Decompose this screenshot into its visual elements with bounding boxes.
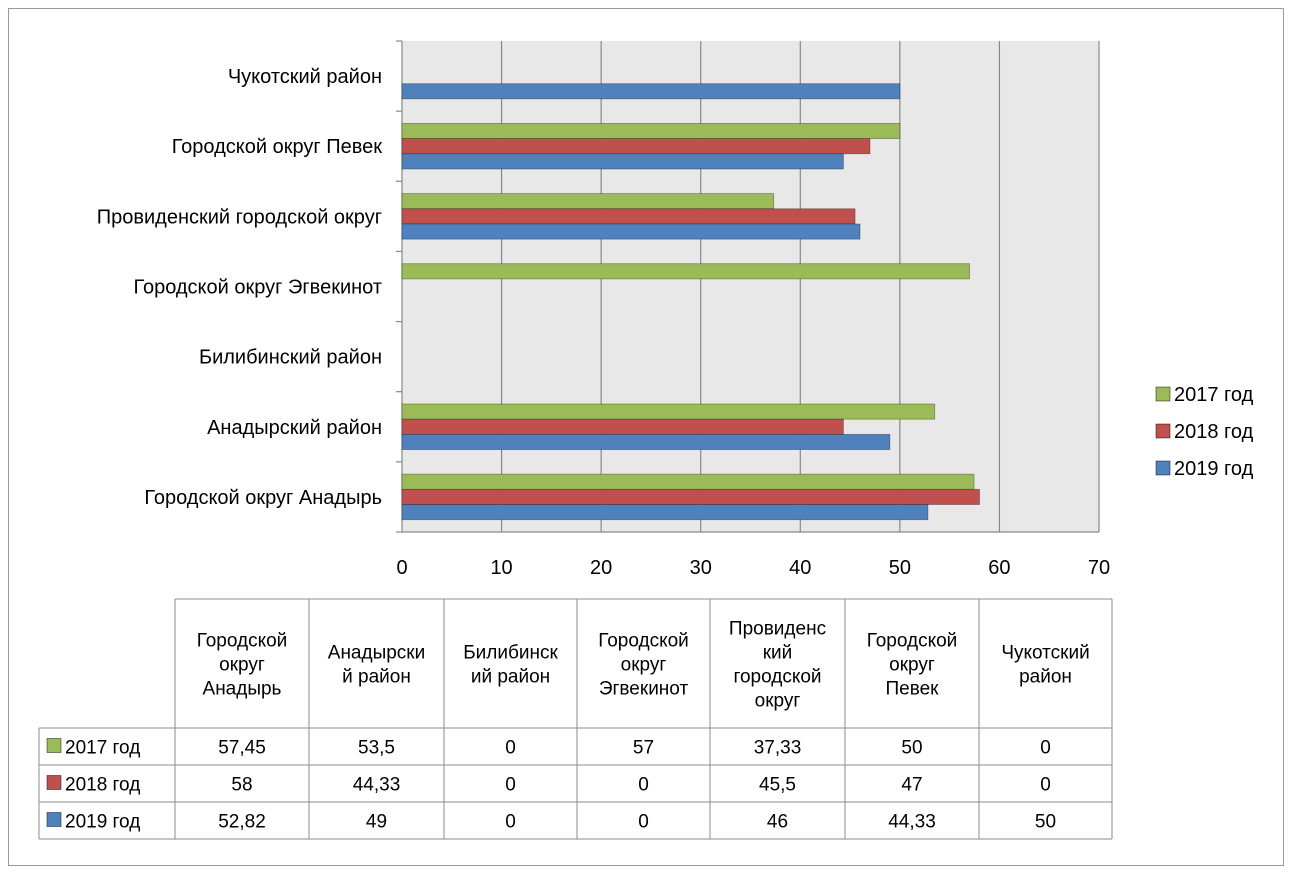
table-legend-swatch-2018-год xyxy=(46,775,62,790)
bar-2018-год-провиденский-городской-округ xyxy=(401,208,856,225)
table-header-text: городской xyxy=(733,667,821,688)
table-header-text: Певек xyxy=(886,679,940,700)
table-cell: 53,5 xyxy=(358,738,395,759)
table-cell: 44,33 xyxy=(888,812,936,833)
table-header-text: Городской xyxy=(867,631,958,652)
bar-2017-год-городской-округ-певек xyxy=(401,123,901,140)
table-cell: 0 xyxy=(638,812,649,833)
bar-2017-год-городской-округ-анадырь xyxy=(401,473,975,490)
bar-2017-год-провиденский-городской-округ xyxy=(401,193,775,210)
table-row-label: 2019 год xyxy=(65,812,140,833)
category-label: Провиденский городской округ xyxy=(97,206,382,228)
table-cell: 0 xyxy=(505,738,516,759)
table-cell: 0 xyxy=(505,775,516,796)
table-legend-swatch-2017-год xyxy=(46,738,62,753)
legend-swatch-2019-год xyxy=(1155,460,1171,476)
bar-2018-год-анадырский-район xyxy=(401,418,844,435)
bar-2019-год-анадырский-район xyxy=(401,433,891,450)
table-header-text: Билибинск xyxy=(463,643,558,664)
table-header-text: й район xyxy=(342,667,411,688)
table-header-text: район xyxy=(1019,667,1072,688)
table-row-label: 2018 год xyxy=(65,775,140,796)
chart-frame: Городской округ Анадырь Анадырский район Б… xyxy=(8,8,1284,866)
x-tick-label: 50 xyxy=(889,557,911,579)
category-label: Анадырский район xyxy=(207,417,382,439)
table-legend-swatch-2019-год xyxy=(46,812,62,827)
legend-label: 2019 год xyxy=(1174,458,1254,480)
table-header-text: Эгвекинот xyxy=(599,679,689,700)
table-header-text: Анадырски xyxy=(328,643,425,664)
bar-2019-год-чукотский-район xyxy=(401,83,901,100)
table-cell: 52,82 xyxy=(218,812,266,833)
bar-2019-год-провиденский-городской-округ xyxy=(401,223,861,240)
table-cell: 0 xyxy=(1040,775,1051,796)
category-label: Городской округ Эгвекинот xyxy=(133,277,382,299)
category-labels: Городской округ Анадырь Анадырский район Б… xyxy=(97,66,383,509)
table-cell: 0 xyxy=(505,812,516,833)
category-label: Городской округ Певек xyxy=(172,136,383,158)
table-header-text: округ xyxy=(889,655,935,676)
legend-label: 2018 год xyxy=(1174,421,1254,443)
table-row-label: 2017 год xyxy=(65,738,140,759)
x-tick-label: 70 xyxy=(1088,557,1110,579)
table-header-text: кий xyxy=(763,643,793,664)
table-cell: 58 xyxy=(231,775,252,796)
bar-2018-год-городской-округ-анадырь xyxy=(401,488,980,505)
plot-area xyxy=(396,40,1100,533)
table-cell: 57,45 xyxy=(218,738,266,759)
table-cell: 37,33 xyxy=(754,738,802,759)
table-header-text: округ xyxy=(621,655,667,676)
x-tick-label: 30 xyxy=(690,557,712,579)
x-tick-label: 40 xyxy=(789,557,811,579)
table-cell: 50 xyxy=(901,738,922,759)
table-header-text: Городской xyxy=(197,631,288,652)
table-cell: 50 xyxy=(1035,812,1056,833)
table-header-text: Провиденс xyxy=(729,619,826,640)
x-tick-label: 60 xyxy=(988,557,1010,579)
category-label: Городской округ Анадырь xyxy=(144,487,382,509)
table-header-text: ий район xyxy=(471,667,550,688)
bar-2018-год-городской-округ-певек xyxy=(401,138,871,155)
x-tick-label: 20 xyxy=(590,557,612,579)
x-axis-ticks: 0 10 20 30 40 50 60 70 xyxy=(396,557,1110,579)
legend-swatch-2018-год xyxy=(1155,423,1171,439)
table-header-text: округ xyxy=(755,691,801,712)
table-cell: 0 xyxy=(638,775,649,796)
table-cell: 49 xyxy=(366,812,387,833)
category-label: Чукотский район xyxy=(228,66,382,88)
x-tick-label: 10 xyxy=(490,557,512,579)
table-cell: 44,33 xyxy=(353,775,401,796)
table-cell: 0 xyxy=(1040,738,1051,759)
table-header-text: Городской xyxy=(598,631,689,652)
table-header-text: Анадырь xyxy=(203,679,282,700)
bar-2017-год-городской-округ-эгвекинот xyxy=(401,263,970,280)
bar-2019-год-городской-округ-анадырь xyxy=(401,504,929,521)
data-table: Городской округ Анадырь Анадырски й район Бил… xyxy=(38,598,1113,840)
legend: 2017 год 2018 год 2019 год xyxy=(1155,384,1254,480)
bar-2017-год-анадырский-район xyxy=(401,403,936,420)
table-header-text: округ xyxy=(219,655,265,676)
category-label: Билибинский район xyxy=(199,347,382,369)
table-cell: 47 xyxy=(901,775,922,796)
bar-2019-год-городской-округ-певек xyxy=(401,153,844,170)
table-cell: 46 xyxy=(767,812,788,833)
x-tick-label: 0 xyxy=(396,557,407,579)
table-cell: 57 xyxy=(633,738,654,759)
legend-swatch-2017-год xyxy=(1155,386,1171,402)
table-header-text: Чукотский xyxy=(1001,643,1089,664)
table-cell: 45,5 xyxy=(759,775,796,796)
plot-background xyxy=(402,41,1099,532)
legend-label: 2017 год xyxy=(1174,384,1254,406)
